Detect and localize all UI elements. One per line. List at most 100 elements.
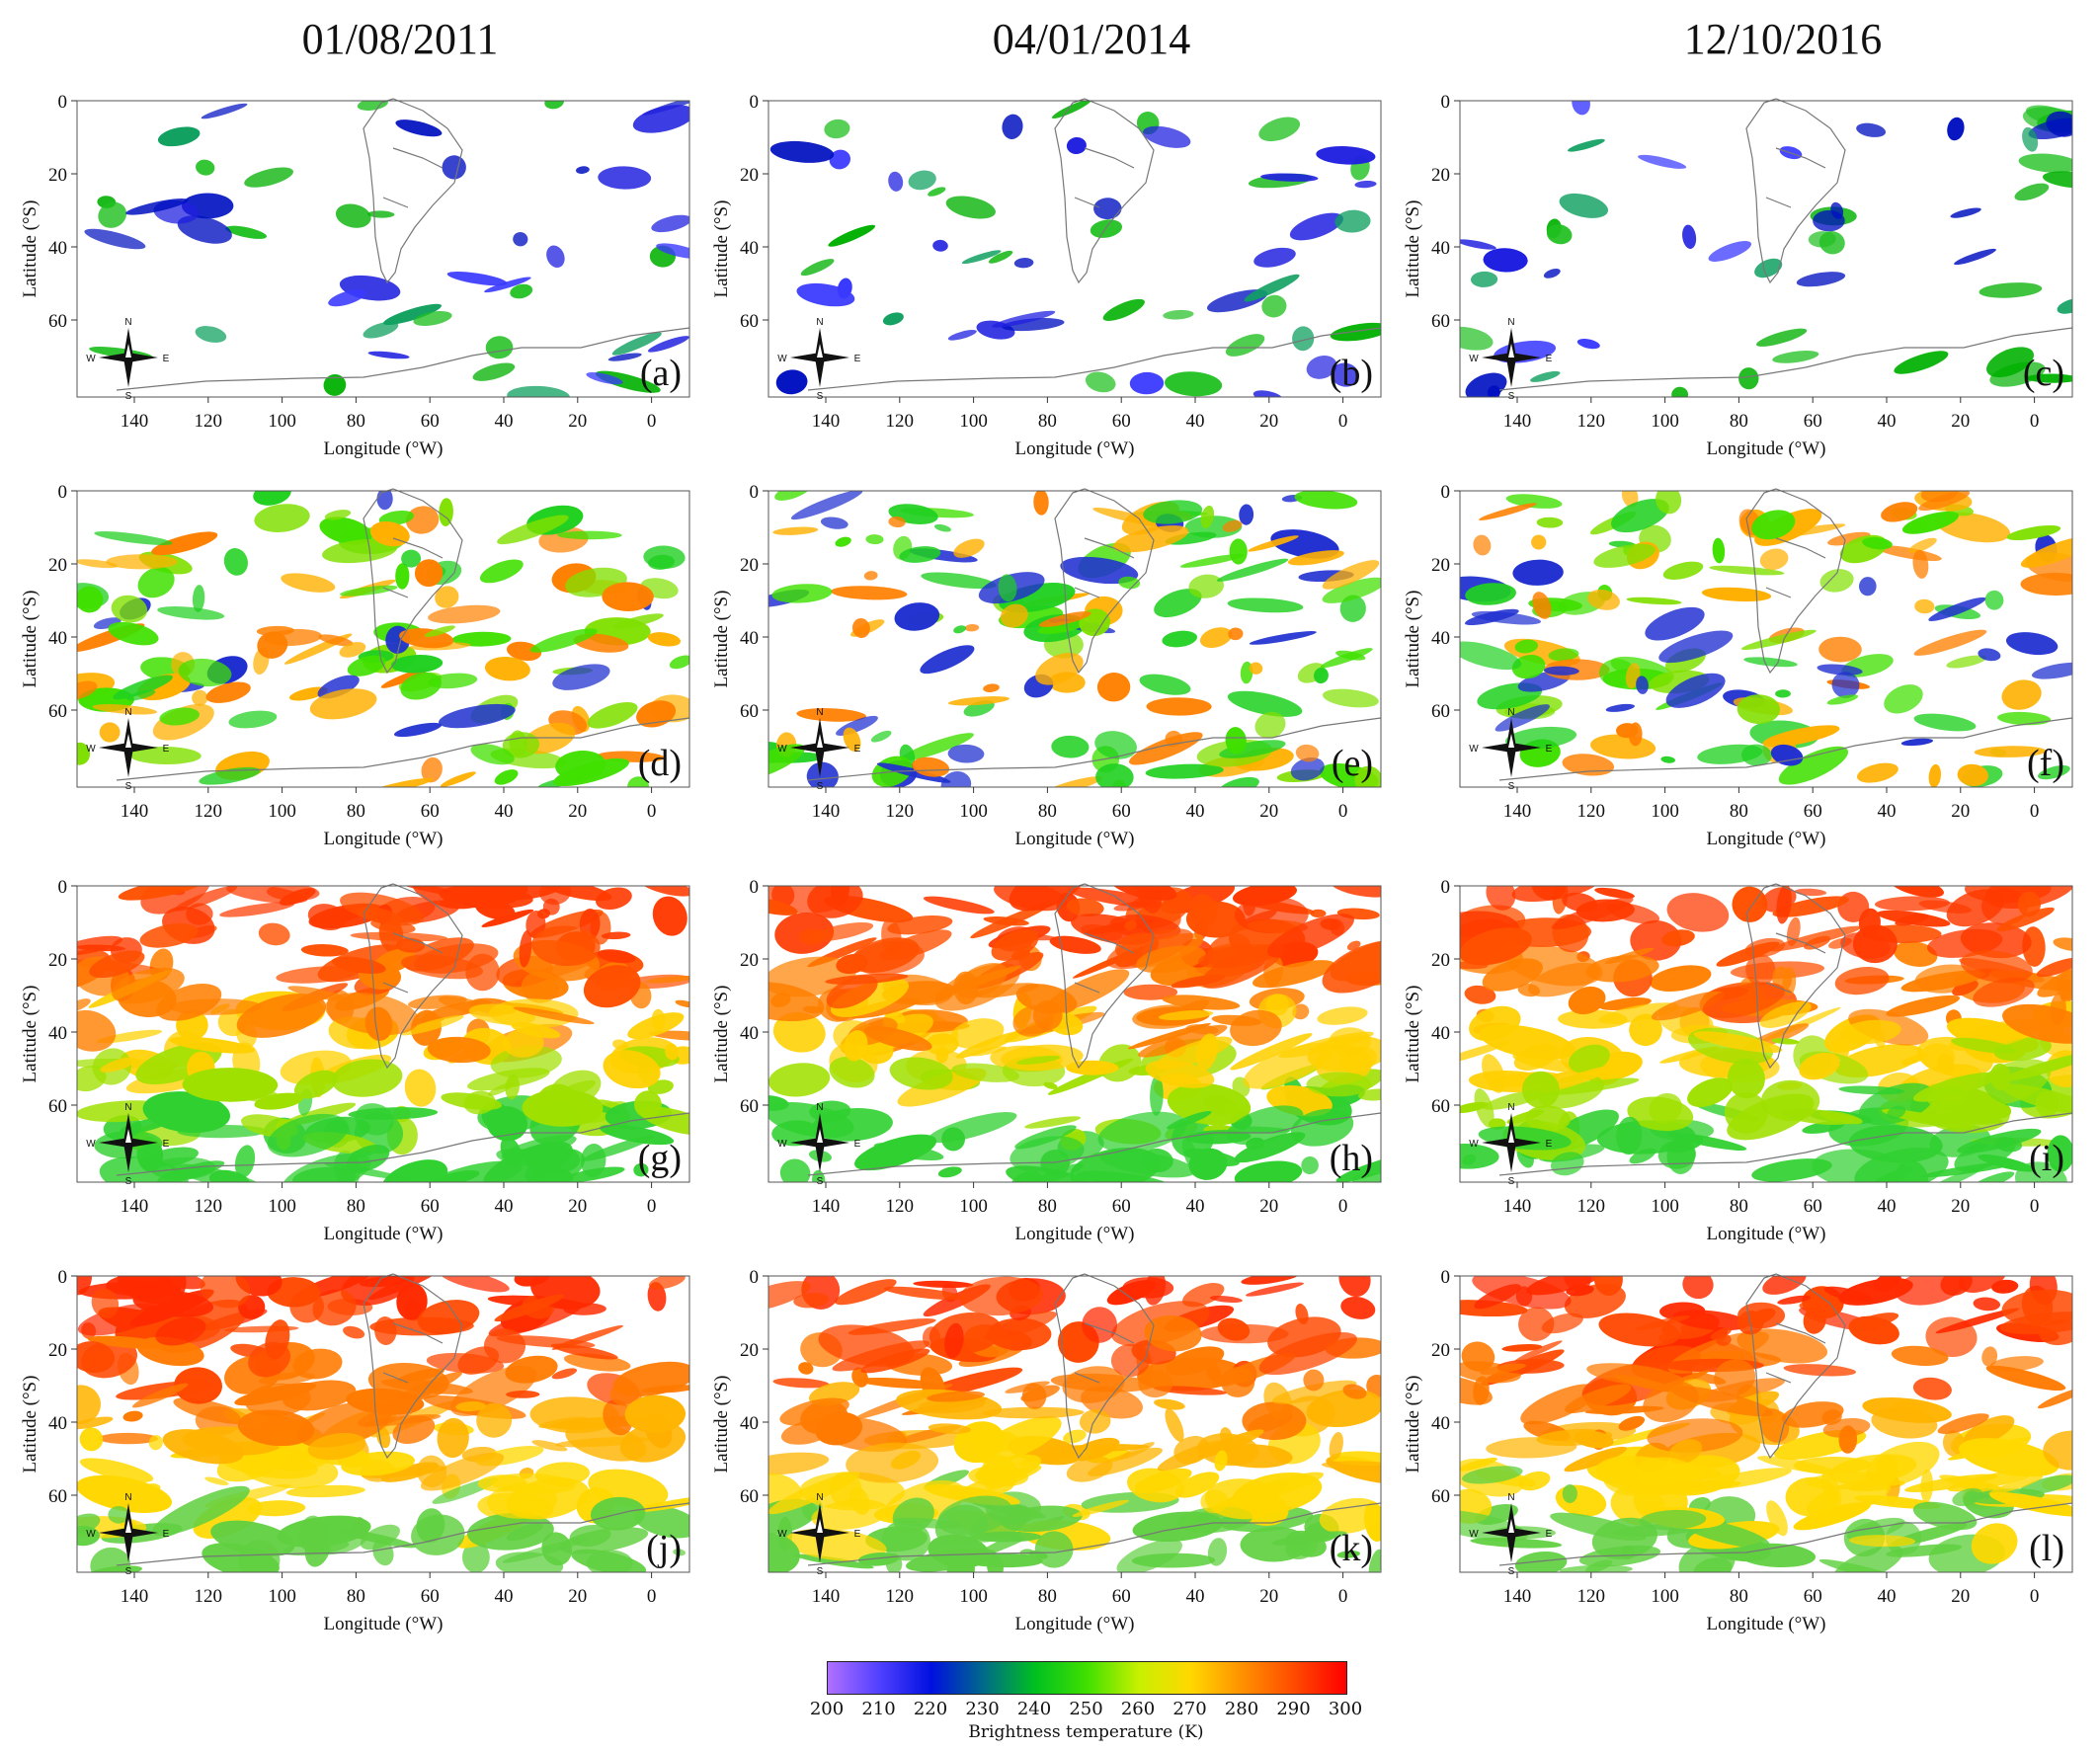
cloud-patch (1881, 502, 1918, 522)
cloud-patch (317, 675, 360, 699)
y-tick-label: 60 (1431, 311, 1450, 332)
cloud-field (768, 886, 1381, 1182)
cloud-patch (1505, 494, 1563, 509)
x-tick-label: 0 (2030, 801, 2040, 822)
x-tick-label: 80 (347, 411, 365, 432)
cloud-patch (1082, 1307, 1118, 1343)
cloud-patch (1743, 657, 1798, 668)
cloud-patch (142, 1091, 231, 1134)
cloud-patch (89, 1565, 142, 1572)
y-tick-label: 0 (58, 482, 68, 503)
cloud-patch (1594, 887, 1635, 899)
x-tick-label: 20 (1259, 411, 1278, 432)
cloud-patch (99, 722, 121, 743)
y-tick-label: 0 (750, 92, 760, 113)
cloud-patch (531, 1440, 568, 1452)
cloud-patch (151, 531, 218, 556)
x-tick-label: 80 (1038, 1196, 1057, 1217)
cloud-patch (1796, 272, 1846, 287)
x-tick-label: 60 (1804, 801, 1822, 822)
cloud-patch (1543, 1077, 1640, 1095)
cloud-patch (1340, 1046, 1377, 1074)
cloud-patch (982, 1406, 1085, 1419)
cloud-patch (1565, 1384, 1632, 1413)
cloud-patch (129, 746, 202, 765)
cloud-patch (118, 886, 204, 901)
plot-frame (767, 100, 1382, 398)
compass-rose-icon: N S W E (1469, 317, 1552, 402)
cloud-patch (1954, 248, 1996, 266)
cloud-patch (1762, 1276, 1807, 1295)
cloud-patch (289, 1290, 325, 1323)
cloud-patch (1272, 1380, 1357, 1404)
cloud-patch (908, 170, 936, 191)
compass-rose-icon: N S W E (777, 317, 860, 402)
cloud-patch (772, 1011, 826, 1053)
cloud-patch (1167, 1111, 1212, 1130)
y-tick-label: 0 (750, 1267, 760, 1288)
cloud-patch (951, 1063, 1020, 1082)
cloud-patch (1483, 248, 1528, 273)
cloud-patch (673, 1549, 686, 1556)
cloud-patch (1567, 138, 1605, 152)
cloud-patch (281, 573, 336, 593)
cloud-patch (414, 559, 444, 588)
cloud-patch (953, 538, 985, 558)
cloud-patch (1891, 1345, 1949, 1367)
cloud-patch (1051, 735, 1090, 758)
x-tick-label: 120 (195, 411, 223, 432)
compass-letter: E (163, 1139, 170, 1150)
cloud-patch (1826, 694, 1859, 705)
coastline (116, 488, 690, 781)
cloud-patch (1146, 697, 1212, 716)
y-tick-label: 20 (48, 1340, 67, 1361)
cloud-patch (768, 1498, 818, 1535)
cloud-patch (100, 1057, 137, 1073)
panel-label: (b) (1330, 353, 1373, 394)
cloud-field (1460, 101, 2072, 397)
cloud-patch (1724, 1091, 1768, 1134)
x-tick-label: 60 (421, 411, 440, 432)
cloud-patch (467, 1068, 550, 1091)
cloud-patch (1783, 1364, 1857, 1377)
cloud-patch (428, 604, 501, 624)
cloud-patch (648, 1030, 689, 1041)
cloud-patch (2056, 970, 2072, 999)
cloud-patch (569, 1524, 611, 1548)
y-axis-label: Latitude (°S) (1403, 591, 1423, 688)
panel-label: (c) (2023, 353, 2064, 394)
colorbar-tick-label: 210 (861, 1699, 896, 1719)
compass-letter: W (86, 744, 96, 755)
cloud-patch (328, 289, 366, 307)
y-axis-label: Latitude (°S) (711, 986, 732, 1083)
compass-letter: S (125, 781, 132, 792)
cloud-patch (1988, 1475, 2044, 1495)
cloud-patch (798, 1362, 814, 1375)
cloud-patch (829, 1056, 875, 1088)
cloud-patch (808, 922, 874, 942)
plot-frame (76, 885, 690, 1183)
map-panel-d: 140 120 100 80 60 40 20 0 0 20 40 60 Latitude (°S) Lo… (8, 479, 690, 872)
cloud-patch (926, 1033, 959, 1056)
cloud-patch (768, 1472, 860, 1515)
cloud-patch (1514, 639, 1539, 654)
cloud-patch (205, 681, 251, 703)
cloud-patch (485, 336, 514, 359)
cloud-patch (1143, 125, 1191, 148)
cloud-patch (360, 1524, 400, 1551)
cloud-patch (439, 703, 516, 729)
cloud-patch (1920, 491, 1959, 503)
colorbar-tick-label: 270 (1172, 1699, 1207, 1719)
x-tick-label: 80 (347, 1586, 365, 1607)
x-tick-label: 80 (347, 801, 365, 822)
cloud-patch (1085, 371, 1116, 393)
cloud-patch (856, 1377, 942, 1390)
cloud-patch (237, 1409, 315, 1447)
cloud-patch (1154, 1398, 1185, 1410)
map-panel-i: 140 120 100 80 60 40 20 0 0 20 40 60 Latitude (°S) Lo… (1391, 874, 2073, 1267)
cloud-patch (1813, 209, 1845, 232)
cloud-patch (292, 1348, 343, 1380)
cloud-patch (1832, 1545, 1903, 1572)
cloud-patch (1973, 1297, 2001, 1312)
cloud-patch (157, 606, 225, 620)
